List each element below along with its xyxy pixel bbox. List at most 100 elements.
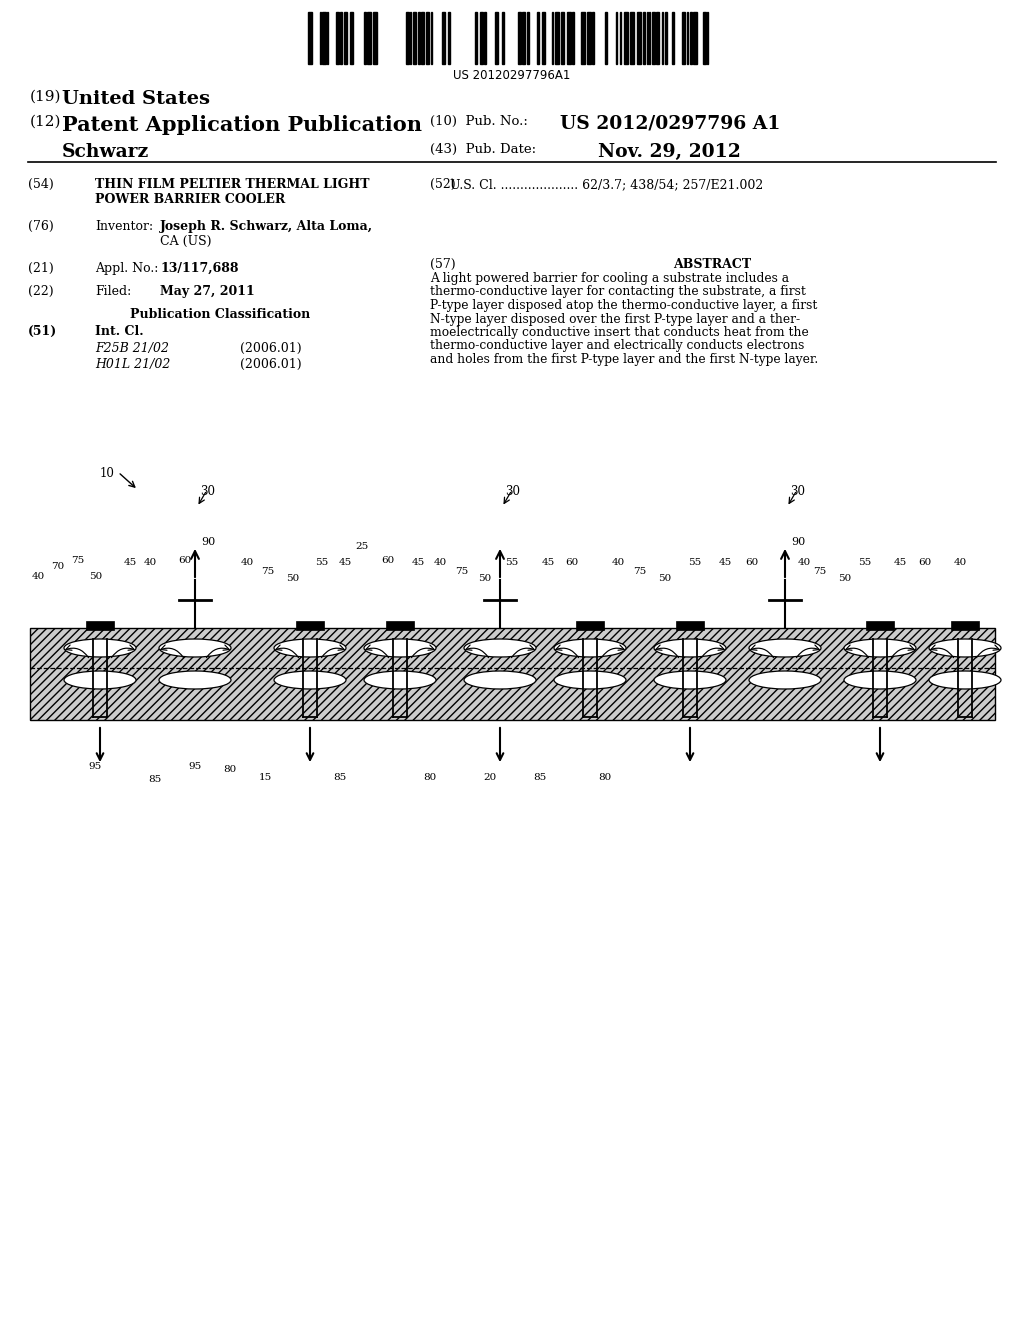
Bar xyxy=(373,12,377,63)
Text: 45: 45 xyxy=(338,558,351,568)
Bar xyxy=(682,12,685,63)
Text: 60: 60 xyxy=(178,556,191,565)
Ellipse shape xyxy=(929,639,1001,657)
Ellipse shape xyxy=(159,639,231,657)
Text: US 2012/0297796 A1: US 2012/0297796 A1 xyxy=(560,115,780,133)
Bar xyxy=(572,12,574,63)
Text: Nov. 29, 2012: Nov. 29, 2012 xyxy=(598,143,740,161)
Bar xyxy=(296,620,324,630)
Bar xyxy=(703,12,706,63)
Text: 30: 30 xyxy=(790,484,805,498)
Text: Inventor:: Inventor: xyxy=(95,220,154,234)
Bar xyxy=(86,620,114,630)
Ellipse shape xyxy=(749,671,821,689)
Bar xyxy=(866,620,894,630)
Text: 75: 75 xyxy=(634,568,646,576)
Ellipse shape xyxy=(554,671,626,689)
Text: THIN FILM PELTIER THERMAL LIGHT: THIN FILM PELTIER THERMAL LIGHT xyxy=(95,178,370,191)
Bar xyxy=(592,12,594,63)
Bar xyxy=(426,12,429,63)
Text: 40: 40 xyxy=(32,572,45,581)
Text: 70: 70 xyxy=(51,562,65,572)
Text: U.S. Cl. .................... 62/3.7; 438/54; 257/E21.002: U.S. Cl. .................... 62/3.7; 43… xyxy=(450,178,763,191)
Bar xyxy=(575,620,604,630)
Bar xyxy=(672,12,674,63)
Text: (21): (21) xyxy=(28,261,53,275)
Text: F25B 21/02: F25B 21/02 xyxy=(95,342,169,355)
Bar xyxy=(522,12,525,63)
Text: 80: 80 xyxy=(598,774,611,781)
Ellipse shape xyxy=(364,671,436,689)
Bar xyxy=(367,12,371,63)
Text: P-type layer disposed atop the thermo-conductive layer, a first: P-type layer disposed atop the thermo-co… xyxy=(430,300,817,312)
Text: 45: 45 xyxy=(893,558,906,568)
Bar xyxy=(665,12,667,63)
Text: 95: 95 xyxy=(88,762,101,771)
Text: US 20120297796A1: US 20120297796A1 xyxy=(454,69,570,82)
Bar xyxy=(30,628,995,719)
Bar xyxy=(344,12,347,63)
Text: United States: United States xyxy=(62,90,210,108)
Bar xyxy=(643,12,645,63)
Text: Patent Application Publication: Patent Application Publication xyxy=(62,115,422,135)
Text: 55: 55 xyxy=(688,558,701,568)
Text: 80: 80 xyxy=(423,774,436,781)
Text: 90: 90 xyxy=(201,537,215,546)
Bar xyxy=(605,12,607,63)
Text: CA (US): CA (US) xyxy=(160,235,212,248)
Text: (52): (52) xyxy=(430,178,456,191)
Text: 75: 75 xyxy=(813,568,826,576)
Bar xyxy=(340,12,342,63)
Bar xyxy=(652,12,655,63)
Ellipse shape xyxy=(159,671,231,689)
Text: 50: 50 xyxy=(287,574,300,583)
Text: thermo-conductive layer for contacting the substrate, a first: thermo-conductive layer for contacting t… xyxy=(430,285,806,298)
Text: 40: 40 xyxy=(241,558,254,568)
Text: 45: 45 xyxy=(412,558,425,568)
Bar xyxy=(587,12,591,63)
Bar xyxy=(542,12,545,63)
Text: (43)  Pub. Date:: (43) Pub. Date: xyxy=(430,143,537,156)
Text: thermo-conductive layer and electrically conducts electrons: thermo-conductive layer and electrically… xyxy=(430,339,805,352)
Bar xyxy=(413,12,416,63)
Text: 10: 10 xyxy=(100,467,115,480)
Text: 80: 80 xyxy=(223,766,237,774)
Text: Filed:: Filed: xyxy=(95,285,131,298)
Bar xyxy=(567,12,571,63)
Text: (51): (51) xyxy=(28,325,57,338)
Bar xyxy=(527,12,529,63)
Ellipse shape xyxy=(654,639,726,657)
Text: (12): (12) xyxy=(30,115,61,129)
Bar xyxy=(581,12,585,63)
Bar xyxy=(308,12,312,63)
Bar xyxy=(630,12,634,63)
Bar xyxy=(350,12,353,63)
Bar xyxy=(386,620,414,630)
Text: 85: 85 xyxy=(534,774,547,781)
Text: Joseph R. Schwarz, Alta Loma,: Joseph R. Schwarz, Alta Loma, xyxy=(160,220,373,234)
Bar xyxy=(624,12,628,63)
Text: 13/117,688: 13/117,688 xyxy=(160,261,239,275)
Text: N-type layer disposed over the first P-type layer and a ther-: N-type layer disposed over the first P-t… xyxy=(430,313,800,326)
Bar xyxy=(656,12,659,63)
Ellipse shape xyxy=(464,671,536,689)
Text: 45: 45 xyxy=(542,558,555,568)
Ellipse shape xyxy=(929,671,1001,689)
Bar xyxy=(421,12,424,63)
Text: 40: 40 xyxy=(143,558,157,568)
Text: (22): (22) xyxy=(28,285,53,298)
Text: 55: 55 xyxy=(315,558,329,568)
Text: 30: 30 xyxy=(505,484,520,498)
Text: Int. Cl.: Int. Cl. xyxy=(95,325,143,338)
Text: and holes from the first P-type layer and the first N-type layer.: and holes from the first P-type layer an… xyxy=(430,352,818,366)
Ellipse shape xyxy=(63,639,136,657)
Text: 55: 55 xyxy=(506,558,518,568)
Text: 25: 25 xyxy=(355,543,369,550)
Text: 55: 55 xyxy=(858,558,871,568)
Text: (76): (76) xyxy=(28,220,53,234)
Text: POWER BARRIER COOLER: POWER BARRIER COOLER xyxy=(95,193,286,206)
Text: 20: 20 xyxy=(483,774,497,781)
Bar xyxy=(495,12,498,63)
Bar xyxy=(442,12,445,63)
Bar xyxy=(951,620,979,630)
